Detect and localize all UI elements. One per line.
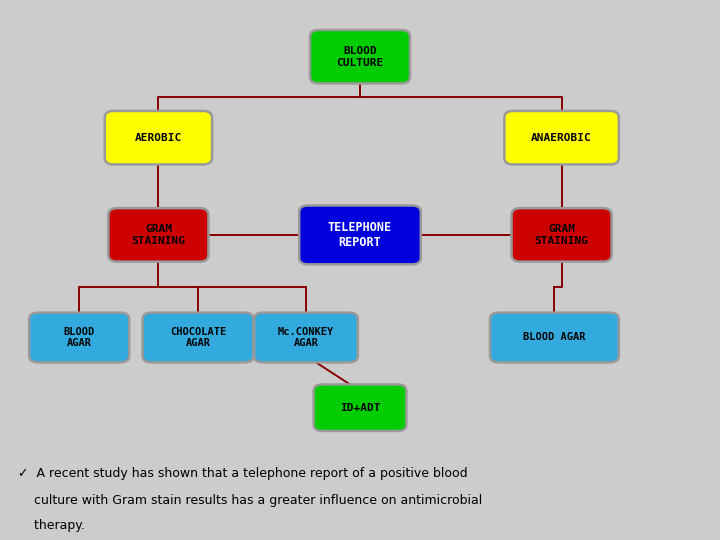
FancyBboxPatch shape [310, 30, 410, 83]
Text: CHOCOLATE
AGAR: CHOCOLATE AGAR [170, 327, 226, 348]
Text: BLOOD
AGAR: BLOOD AGAR [63, 327, 95, 348]
FancyBboxPatch shape [300, 206, 420, 265]
Text: Mc.CONKEY
AGAR: Mc.CONKEY AGAR [278, 327, 334, 348]
FancyBboxPatch shape [314, 384, 406, 431]
FancyBboxPatch shape [143, 313, 253, 362]
FancyBboxPatch shape [504, 111, 619, 164]
Text: TELEPHONE
REPORT: TELEPHONE REPORT [328, 221, 392, 249]
Text: GRAM
STAINING: GRAM STAINING [534, 224, 589, 246]
Text: ✓  A recent study has shown that a telephone report of a positive blood: ✓ A recent study has shown that a teleph… [18, 467, 467, 480]
FancyBboxPatch shape [29, 313, 130, 362]
FancyBboxPatch shape [490, 313, 618, 362]
FancyBboxPatch shape [105, 111, 212, 164]
Text: ID+ADT: ID+ADT [340, 403, 380, 413]
Text: ANAEROBIC: ANAEROBIC [531, 133, 592, 143]
Text: culture with Gram stain results has a greater influence on antimicrobial: culture with Gram stain results has a gr… [18, 494, 482, 507]
Text: AEROBIC: AEROBIC [135, 133, 182, 143]
FancyBboxPatch shape [511, 208, 612, 261]
Text: BLOOD
CULTURE: BLOOD CULTURE [336, 46, 384, 68]
FancyBboxPatch shape [254, 313, 358, 362]
Text: GRAM
STAINING: GRAM STAINING [132, 224, 186, 246]
FancyBboxPatch shape [108, 208, 209, 261]
Text: therapy.: therapy. [18, 519, 85, 532]
Text: BLOOD AGAR: BLOOD AGAR [523, 333, 585, 342]
